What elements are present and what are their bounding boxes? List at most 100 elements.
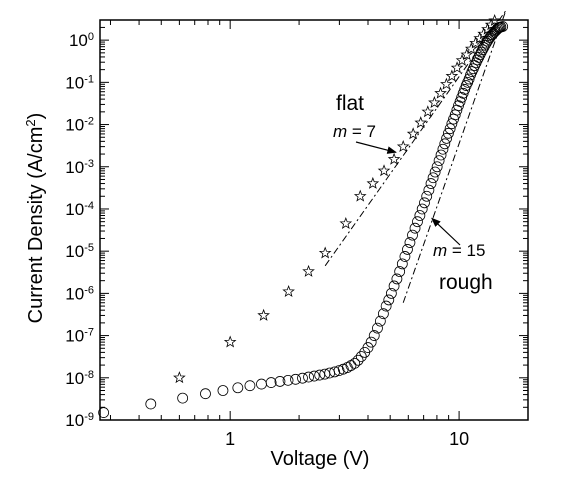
flat-data-point — [488, 13, 501, 26]
rough-data-point — [474, 49, 486, 61]
rough-data-point — [345, 360, 357, 371]
rough-data-point — [274, 376, 286, 387]
flat-data-point — [428, 96, 441, 109]
flat-data-point — [339, 216, 353, 229]
rough-data-point — [352, 354, 364, 366]
rough-data-point — [441, 132, 453, 144]
rough-data-point — [329, 366, 341, 378]
rough-data-point — [435, 149, 447, 161]
annotation-label: rough — [439, 271, 493, 294]
y-axis-label-close: ) — [25, 113, 47, 120]
plot-frame — [99, 19, 529, 421]
rough-data-point — [431, 161, 443, 173]
rough-data-point — [368, 330, 380, 341]
rough-data-point — [177, 392, 189, 404]
y-axis-label-main: Current Density (A/cm — [25, 127, 47, 324]
flat-data-point — [421, 105, 435, 118]
rough-data-point — [409, 222, 421, 234]
flat-data-point — [469, 36, 482, 49]
rough-data-point — [145, 398, 157, 410]
flat-data-point — [460, 48, 474, 61]
y-tick-label: 10-2 — [65, 116, 94, 135]
rough-data-point — [419, 197, 430, 209]
rough-data-point — [314, 369, 326, 381]
rough-data-point — [98, 407, 110, 418]
x-axis-ticks: 1 10 — [109, 20, 529, 449]
rough-data-point — [290, 373, 301, 385]
rough-data-point — [414, 210, 426, 221]
y-tick-label: 10-7 — [65, 327, 94, 346]
rough-data-point — [466, 66, 478, 77]
rough-data-point — [200, 388, 211, 400]
rough-data-point — [454, 96, 466, 107]
rough-data-point — [362, 342, 374, 353]
rough-data-point — [308, 370, 320, 382]
y-tick-label: 10-8 — [65, 369, 94, 388]
x-tick-label: 10 — [449, 429, 469, 449]
flat-data-point — [353, 189, 367, 202]
rough-data-point — [484, 32, 496, 43]
annotation-slope: m = 7 — [333, 122, 376, 141]
rough-data-point — [429, 166, 441, 178]
x-tick-label: 1 — [225, 429, 235, 449]
y-axis-label: Current Density (A/cm2) — [23, 113, 48, 324]
rough-data-point — [349, 357, 361, 369]
annotation-slope: m = 15 — [433, 241, 485, 260]
annotations: flat m = 7 rough m = 15 — [333, 92, 493, 294]
rough-data-point — [217, 385, 229, 396]
rough-data-point — [497, 21, 509, 32]
flat-data-point — [257, 308, 270, 321]
y-tick-label: 10-5 — [65, 242, 94, 261]
rough-data-point — [427, 172, 439, 184]
rough-data-point — [380, 300, 392, 312]
flat-data-point — [414, 116, 428, 129]
rough-data-point — [372, 322, 383, 334]
rough-data-point — [399, 251, 411, 262]
rough-data-point — [391, 273, 403, 285]
flat-data-point — [173, 371, 186, 384]
annotation-arrow — [355, 141, 397, 154]
rough-series — [98, 21, 509, 418]
flat-data-point — [434, 86, 447, 99]
y-tick-label: 100 — [69, 31, 94, 50]
rough-data-point — [341, 362, 353, 373]
y-tick-label: 10-3 — [65, 158, 94, 177]
rough-data-point — [412, 216, 423, 228]
rough-data-point — [303, 371, 314, 383]
y-tick-label: 10-1 — [65, 73, 94, 92]
y-tick-label: 10-9 — [65, 411, 94, 430]
annotation-arrow — [431, 217, 461, 246]
rough-data-point — [396, 258, 408, 270]
flat-data-point — [318, 246, 332, 259]
rough-data-point — [423, 184, 435, 196]
rough-data-point — [282, 374, 294, 386]
rough-data-point — [442, 127, 454, 139]
rough-data-point — [433, 155, 445, 166]
rough-data-point — [421, 190, 433, 202]
rough-data-point — [256, 378, 267, 390]
rough-data-point — [383, 294, 395, 306]
flat-data-point — [366, 176, 380, 189]
rough-data-point — [333, 365, 345, 377]
rough-data-point — [425, 178, 437, 189]
annotation-label: flat — [336, 92, 364, 115]
flat-data-point — [387, 152, 401, 165]
x-axis-label: Voltage (V) — [271, 448, 370, 470]
rough-data-point — [444, 123, 456, 135]
rough-data-point — [232, 382, 244, 394]
flat-data-point — [445, 69, 459, 82]
rough-data-point — [437, 143, 449, 155]
flat-data-point — [455, 53, 469, 66]
rough-data-point — [244, 380, 256, 392]
rough-data-point — [377, 308, 389, 320]
flat-data-point — [377, 164, 391, 177]
rough-data-point — [385, 287, 397, 299]
rough-data-point — [407, 229, 418, 241]
y-tick-label: 10-4 — [65, 200, 94, 219]
flat-data-point — [302, 264, 315, 277]
rough-data-point — [265, 377, 277, 388]
fit-line — [402, 10, 507, 303]
rough-data-point — [402, 244, 413, 255]
rough-data-point — [297, 372, 308, 384]
